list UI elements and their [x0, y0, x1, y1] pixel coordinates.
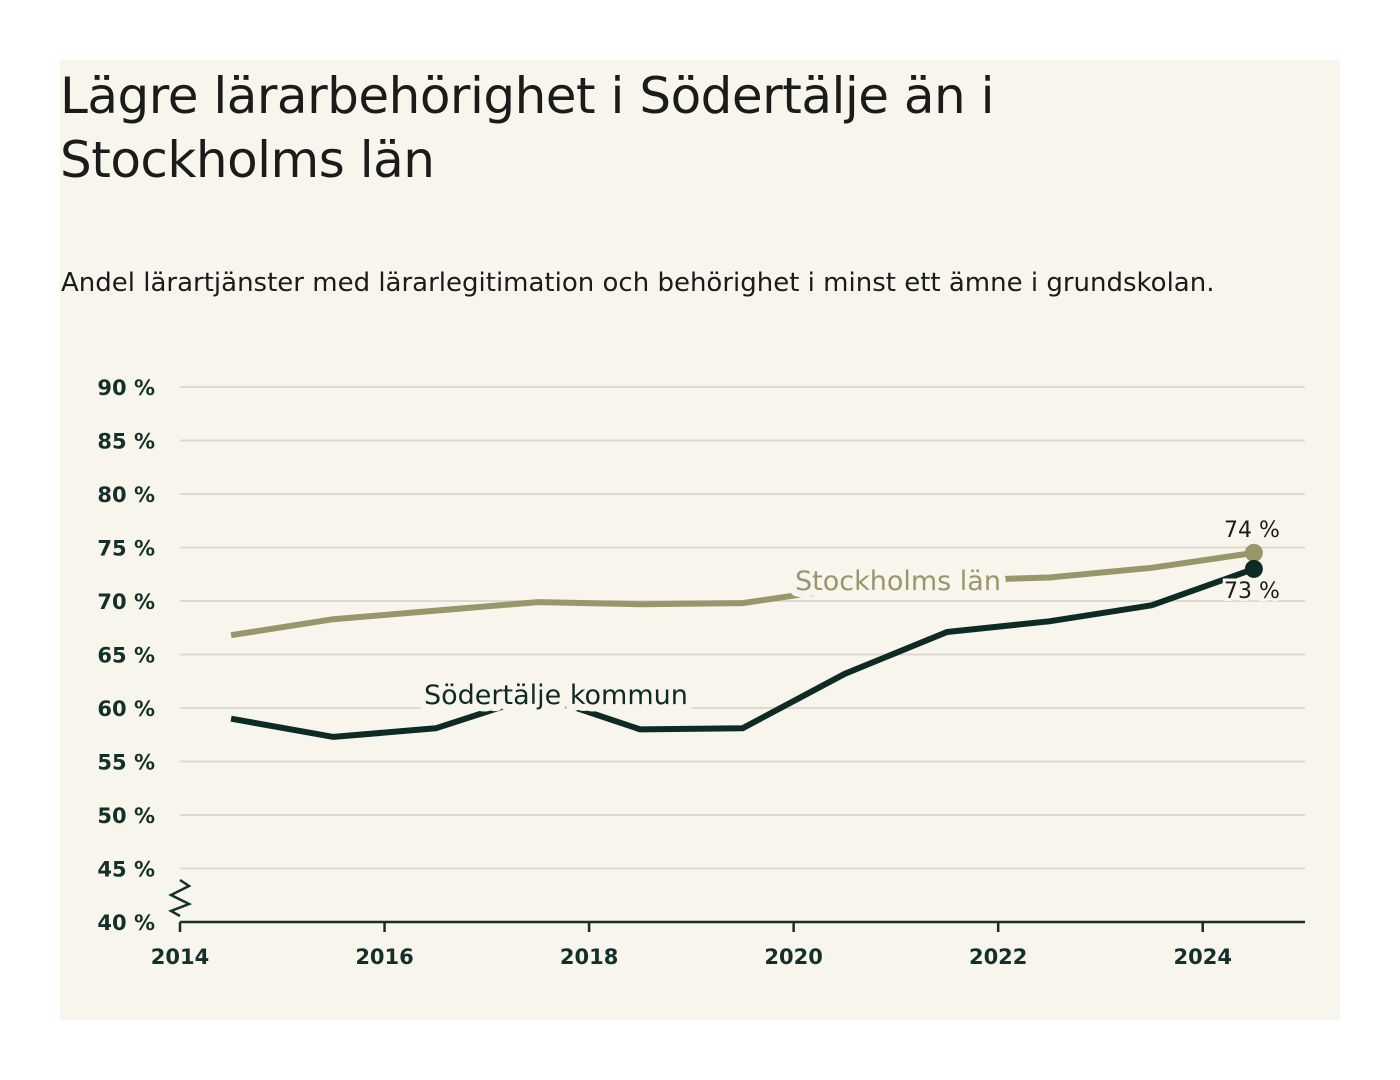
series-line-sodertalje	[230, 566, 1255, 740]
y-tick-label: 75 %	[97, 537, 155, 561]
series-label-sodertalje: Södertälje kommun	[424, 680, 688, 711]
y-tick-labels: 40 % 45 % 50 % 55 % 60 % 65 % 70 % 75 % 80 % 85 %…	[97, 376, 155, 935]
series-label-stockholm: Stockholms län	[795, 566, 1001, 597]
axis-break-symbol	[168, 878, 193, 918]
series-labels: Stockholms län Södertälje kommun 74 % 73 %	[417, 515, 1283, 718]
x-tick-label: 2014	[151, 945, 209, 969]
y-tick-label: 85 %	[97, 430, 155, 454]
y-tick-label: 90 %	[97, 376, 155, 400]
y-tick-label: 65 %	[97, 644, 155, 668]
end-value-label-stockholm: 74 %	[1224, 518, 1280, 543]
y-tick-label: 55 %	[97, 751, 155, 775]
x-tick-label: 2020	[764, 945, 822, 969]
end-value-label-sodertalje: 73 %	[1224, 579, 1280, 604]
series-lines	[230, 543, 1263, 740]
x-tick-label: 2022	[969, 945, 1027, 969]
gridlines	[180, 386, 1305, 870]
y-tick-label: 45 %	[97, 858, 155, 882]
end-point-stockholm	[1244, 543, 1263, 562]
axis-break-zigzag	[168, 878, 193, 918]
chart-title: Lägre lärarbehörighet i Södertälje än i …	[60, 67, 995, 189]
x-tick-label: 2024	[1174, 945, 1232, 969]
y-tick-label: 50 %	[97, 804, 155, 828]
chart-subtitle: Andel lärartjänster med lärarlegitimatio…	[61, 268, 1215, 298]
x-tick-label: 2016	[355, 945, 413, 969]
x-axis: 2014 2016 2018 2020 2022 2024	[151, 920, 1305, 969]
series-line-stockholm	[230, 549, 1255, 639]
y-tick-label: 70 %	[97, 590, 155, 614]
y-tick-label: 80 %	[97, 483, 155, 507]
chart-card	[60, 60, 1340, 1020]
x-tick-label: 2018	[560, 945, 618, 969]
end-point-sodertalje	[1244, 559, 1263, 578]
y-tick-label: 60 %	[97, 697, 155, 721]
y-tick-label: 40 %	[97, 911, 155, 935]
